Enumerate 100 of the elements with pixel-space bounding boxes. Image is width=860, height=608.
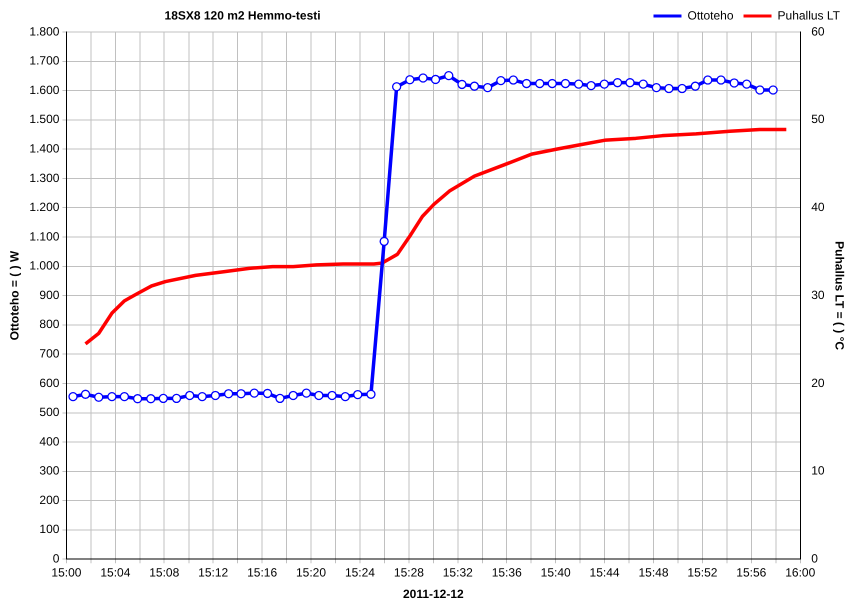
y-tick-label: 1.000 [29,258,60,273]
x-tick-label: 15:20 [296,566,326,580]
point [302,388,312,398]
y2-tick-label: 0 [811,552,818,566]
y-tick-label: 800 [39,317,60,332]
point [677,84,687,94]
y2-tick-label: 40 [811,200,825,214]
y-tick-label: 1.100 [29,229,60,244]
point [600,79,609,89]
point [586,80,596,90]
point [560,78,570,88]
point [198,392,207,402]
x-axis-title: 2011-12-12 [402,587,464,602]
point [340,392,350,402]
y-tick-label: 600 [39,376,60,390]
point [353,390,362,400]
point [68,392,78,402]
point [574,79,584,89]
x-tick-label: 15:56 [736,566,767,580]
point [405,75,415,84]
point [690,82,700,91]
point [224,389,234,398]
y2-tick-label: 30 [811,288,825,302]
point [535,78,544,88]
y-tick-label: 200 [39,492,60,507]
chart-title: 18SX8 120 m2 Hemmo-testi [164,8,321,22]
point [768,85,778,95]
y-tick-label: 1.500 [29,112,60,126]
x-tick-label: 15:36 [492,566,522,580]
y-tick-label: 1.600 [29,82,60,97]
point [120,392,130,402]
y-tick-label: 1.400 [29,141,60,156]
point [275,394,285,404]
x-tick-label: 15:40 [540,566,572,580]
point [730,78,739,88]
y-axis-title: Ottoteho = ( ) W [8,250,22,340]
x-tick-label: 15:24 [344,566,376,580]
x-tick-label: 15:16 [247,566,278,580]
y-tick-label: 900 [39,288,60,302]
x-tick-label: 15:44 [590,566,620,580]
point [288,390,298,400]
y2-tick-label: 60 [811,24,825,38]
point [146,394,156,404]
point [522,78,532,88]
y-tick-label: 0 [52,552,60,566]
y-tick-label: 1.700 [29,54,60,68]
point [470,82,480,91]
y2-tick-label: 20 [811,376,825,390]
y2-tick-label: 50 [811,112,825,126]
point [716,75,726,85]
x-tick-label: 16:00 [785,566,816,580]
point [742,79,752,89]
legend-label: Ottoteho [687,8,734,22]
y-tick-label: 300 [39,464,60,478]
point [508,75,518,85]
point [418,73,428,83]
x-tick-label: 15:28 [394,566,424,580]
point [652,83,662,92]
legend-label: Puhallus LT [778,8,841,22]
point [664,84,674,94]
point [625,78,635,88]
y-tick-label: 100 [39,522,60,536]
y-tick-label: 1.800 [29,24,60,38]
y-tick-label: 400 [39,434,60,448]
point [172,394,182,404]
point [158,394,168,404]
point [262,388,272,398]
y-tick-label: 1.200 [29,200,60,214]
point [444,70,454,80]
point [755,85,765,95]
x-tick-label: 15:12 [198,566,229,580]
x-tick-label: 15:52 [687,566,718,580]
point [548,78,557,88]
point [703,75,712,85]
point [327,390,337,400]
y-tick-label: 1.300 [29,170,60,185]
point [430,74,440,84]
y2-axis-title: Puhallus LT = ( ) °C [832,241,846,350]
point [457,80,467,90]
point [185,390,194,400]
x-tick-label: 15:08 [149,566,180,580]
x-tick-label: 15:00 [51,566,82,580]
point [638,79,648,89]
point [482,83,492,92]
x-tick-label: 15:48 [638,566,669,580]
point [107,392,117,402]
point [94,392,104,402]
point [612,78,622,88]
point [392,82,402,92]
point [380,236,389,246]
point [80,390,90,399]
y2-tick-label: 10 [811,464,825,478]
x-tick-label: 15:32 [442,566,474,580]
point [496,76,506,86]
y-tick-label: 500 [39,405,60,420]
point [132,394,142,404]
point [236,389,246,398]
point [250,388,259,398]
point [210,390,220,400]
x-tick-label: 15:04 [100,566,131,580]
